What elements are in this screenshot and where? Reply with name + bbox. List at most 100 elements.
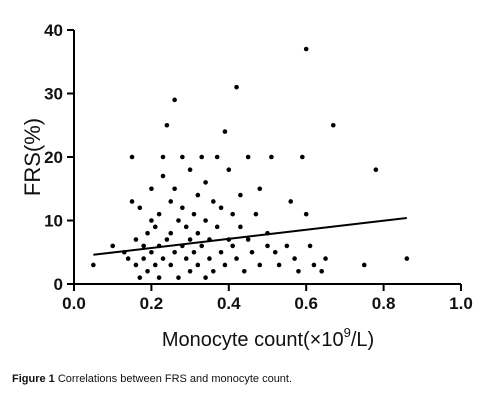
data-point [218,249,224,255]
data-point [125,256,131,261]
data-point [203,218,208,223]
data-point [307,243,313,249]
data-point [311,262,317,268]
data-point [404,256,410,261]
data-point [91,262,96,268]
x-tick-label: 0.6 [294,294,318,313]
y-tick-label: 30 [44,85,63,104]
data-point [195,230,201,236]
data-point [145,269,150,274]
data-point [222,262,228,268]
data-point [164,122,170,128]
data-point [257,262,263,268]
data-point [168,199,174,204]
y-axis-title: FRS(%) [20,118,45,196]
x-tick-label: 1.0 [449,294,473,313]
data-point [187,237,193,242]
data-point [172,97,177,103]
data-point [129,199,135,204]
data-point [183,256,189,261]
x-axis-title-superscript: 9 [344,325,351,340]
data-point [226,167,232,172]
data-point [373,167,379,172]
y-tick-label: 40 [44,21,63,40]
data-point [180,205,185,211]
data-point [292,256,297,261]
data-point [230,243,235,249]
data-point [230,211,235,217]
data-point [288,199,294,204]
x-tick-label: 0.4 [217,294,241,313]
data-point [300,154,305,160]
ticks: 0.0 0.2 0.4 0.6 0.8 1.0 0 10 20 30 40 [44,21,473,313]
data-point [203,275,208,280]
data-point [330,122,336,128]
data-point [234,256,239,261]
data-point [211,269,216,274]
data-point [149,249,154,255]
data-point [214,224,220,230]
data-point [152,262,158,268]
data-point [207,256,212,261]
data-point [172,186,177,192]
data-point [191,211,197,217]
data-point [137,205,143,211]
caption-text: Correlations between FRS and monocyte co… [57,373,293,385]
data-point [284,243,290,249]
data-point [245,154,251,160]
y-tick-label: 10 [44,212,63,231]
data-point [222,129,228,134]
data-point [149,218,154,223]
data-point [160,256,166,261]
data-point [164,237,170,242]
data-point [110,243,115,249]
data-point [214,154,220,160]
x-axis-title: Monocyte count(×109/L) [162,325,374,351]
data-point [303,46,309,52]
data-point [199,243,205,249]
data-point [133,262,139,268]
data-point [180,154,185,160]
x-tick-label: 0.8 [372,294,396,313]
data-point [160,154,166,160]
data-point [276,262,282,268]
data-point [203,180,208,185]
data-point [141,243,146,249]
data-point [195,192,201,198]
data-point [265,243,270,249]
data-point [319,269,324,274]
data-point [296,269,301,274]
data-point [141,256,146,261]
data-point [176,218,181,223]
data-point [133,237,139,242]
data-point [245,237,251,242]
caption-label: Figure 1 [12,373,55,385]
data-point [238,224,243,230]
y-tick-label: 20 [44,148,63,167]
data-point [176,275,181,280]
data-point [253,211,259,217]
data-point [195,262,201,268]
x-axis-title-prefix: Monocyte count(×10 [162,329,344,351]
data-point [172,249,177,255]
data-point [191,249,197,255]
x-tick-label: 0.0 [62,294,86,313]
data-point [249,249,255,255]
data-point [160,173,166,179]
data-point [137,275,143,280]
figure-caption: Figure 1 Correlations between FRS and mo… [12,373,472,385]
data-point [269,154,274,160]
data-point [323,256,328,261]
data-point [168,262,174,268]
data-point [211,199,216,204]
data-point [129,154,135,160]
y-tick-label: 0 [54,275,63,294]
regression-line [93,216,407,256]
data-point [187,269,193,274]
data-point [199,154,205,160]
data-point [234,84,239,90]
data-point [156,275,162,280]
data-point [241,269,247,274]
data-point [272,249,278,255]
